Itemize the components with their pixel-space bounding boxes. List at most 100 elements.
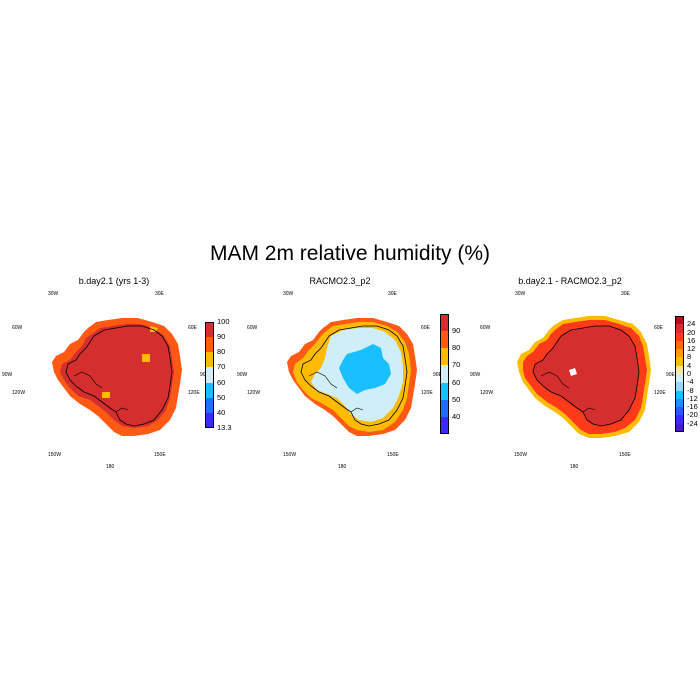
panel-1-map — [52, 318, 182, 436]
colorbar-label: 40 — [452, 411, 461, 421]
colorbar-label: 90 — [452, 326, 461, 336]
colorbar-segment — [675, 316, 684, 325]
panel-3-map — [517, 316, 651, 438]
panel-2-colorbar — [440, 314, 449, 434]
colorbar-segment — [440, 416, 449, 434]
antarctica-field — [517, 316, 651, 438]
lon-label-120w: 120W — [12, 390, 26, 396]
colorbar-label: 100 — [217, 317, 230, 326]
colorbar-segment — [675, 423, 684, 432]
lon-label-120w: 120W — [480, 390, 494, 396]
core-field — [339, 344, 391, 394]
accent-patch — [150, 326, 158, 332]
ice-shelf-line — [540, 371, 596, 413]
colorbar-segment — [675, 349, 684, 358]
colorbar-label: 60 — [452, 377, 461, 387]
colorbar-segment — [675, 398, 684, 408]
colorbar-segment — [440, 348, 449, 366]
antarctica-field — [52, 318, 182, 436]
accent-patch — [102, 392, 110, 398]
colorbar-label: 8 — [687, 352, 692, 362]
colorbar-label: 80 — [452, 343, 461, 353]
colorbar-label: -24 — [687, 418, 698, 428]
colorbar-segment — [440, 365, 449, 383]
colorbar-label: 20 — [687, 327, 696, 337]
colorbar-segment — [440, 382, 449, 400]
lon-label-30e: 30E — [388, 291, 397, 297]
ice-shelf-line — [73, 371, 129, 413]
lon-label-150e: 150E — [619, 452, 631, 458]
colorbar-label: -4 — [687, 377, 694, 387]
colorbar-segment — [675, 407, 684, 416]
colorbar-segment — [205, 337, 214, 353]
lon-label-150w: 150W — [48, 452, 62, 458]
lon-label-60w: 60W — [480, 325, 491, 331]
lon-label-60w: 60W — [12, 325, 23, 331]
lon-label-60w: 60W — [247, 325, 258, 331]
colorbar-label: 70 — [452, 360, 461, 370]
colorbar-segment — [675, 357, 684, 366]
colorbar-label: -16 — [687, 402, 698, 412]
colorbar-label: -20 — [687, 410, 698, 420]
colorbar-segment — [675, 374, 684, 383]
lon-label-60e: 60E — [654, 325, 663, 331]
panel-1-colorbar — [205, 322, 214, 428]
colorbar-label: -12 — [687, 393, 698, 403]
colorbar-segment — [675, 390, 684, 399]
colorbar-segment — [205, 322, 214, 338]
colorbar-segment — [205, 382, 214, 398]
lon-label-150w: 150W — [514, 452, 528, 458]
interior-field — [533, 326, 639, 426]
panel-3-colorbar — [675, 316, 684, 432]
accent-patch — [142, 354, 150, 362]
lon-label-90w: 90W — [237, 372, 248, 378]
panel-3-title: b.day2.1 - RACMO2.3_p2 — [518, 276, 622, 286]
colorbar-label: 80 — [217, 347, 226, 357]
lon-label-150w: 150W — [283, 452, 297, 458]
colorbar-label: 40 — [217, 407, 226, 417]
colorbar-label: 16 — [687, 335, 696, 345]
coastline — [65, 325, 173, 427]
colorbar-label: 12 — [687, 344, 696, 354]
lon-label-180: 180 — [338, 464, 347, 470]
lon-label-150e: 150E — [154, 452, 166, 458]
panel-1-title: b.day2.1 (yrs 1-3) — [78, 276, 150, 286]
colorbar-segment — [205, 412, 214, 428]
colorbar-segment — [205, 397, 214, 413]
lon-label-120w: 120W — [247, 390, 261, 396]
lon-label-120e: 120E — [654, 390, 666, 396]
colorbar-segment — [440, 314, 449, 332]
colorbar-label: 70 — [217, 362, 226, 372]
coastline — [300, 325, 408, 427]
lon-label-90w: 90W — [2, 372, 13, 378]
colorbar-label: 4 — [687, 360, 692, 370]
colorbar-segment — [440, 331, 449, 349]
colorbar-segment — [675, 332, 684, 341]
colorbar-label: 0 — [687, 369, 692, 378]
lon-label-30w: 30W — [48, 291, 59, 297]
panel-2-title: RACMO2.3_p2 — [309, 276, 371, 286]
lon-label-90w: 90W — [470, 372, 481, 378]
lon-label-90e: 90E — [200, 372, 209, 378]
colorbar-label: 60 — [217, 377, 226, 387]
ice-shelf-line — [308, 371, 364, 413]
interior-field — [60, 324, 174, 428]
coastline — [532, 325, 640, 427]
lon-label-150e: 150E — [387, 452, 399, 458]
colorbar-segment — [675, 324, 684, 333]
colorbar-segment — [675, 382, 684, 391]
colorbar-segment — [675, 365, 684, 374]
near-zero-patch — [569, 368, 577, 376]
colorbar-label: 13.3 — [217, 423, 232, 432]
colorbar-label: 24 — [687, 319, 696, 329]
colorbar-label: 90 — [217, 332, 226, 342]
colorbar-label: -8 — [687, 385, 694, 395]
lon-label-60e: 60E — [188, 325, 197, 331]
lon-label-30e: 30E — [621, 291, 630, 297]
antarctica-field — [287, 318, 417, 436]
lon-label-120e: 120E — [421, 390, 433, 396]
lon-label-60e: 60E — [421, 325, 430, 331]
lon-label-90e: 90E — [666, 372, 675, 378]
colorbar-segment — [675, 415, 684, 424]
colorbar-segment — [440, 399, 449, 417]
